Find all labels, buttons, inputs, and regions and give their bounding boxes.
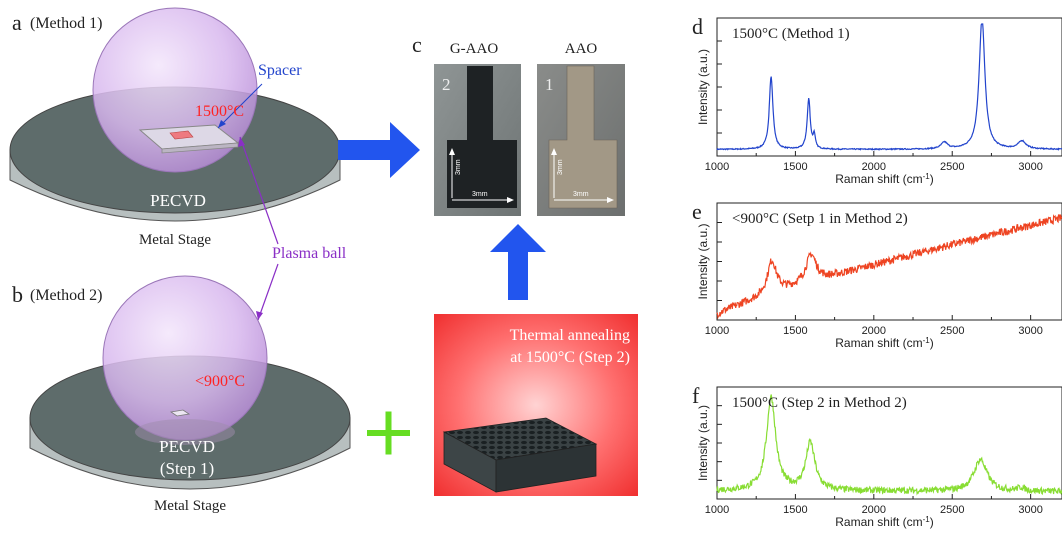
spacer-pointer-head [218,120,226,128]
x-tick-label: 3000 [1018,504,1042,516]
panel-a-method: (Method 1) [30,15,102,32]
series-line [716,394,1062,496]
gaao-label: G-AAO [450,41,498,57]
x-tick-label: 2000 [862,325,886,337]
gaao-photo: 2 3mm 3mm [434,64,521,216]
ball-contact-shadow [135,419,235,445]
panel-b: b (Method 2) <900°C PECVD (Step 1) Metal… [12,275,351,514]
plus-sign [367,411,410,455]
plasma-ball-b [102,275,268,441]
x-tick-label: 2500 [940,325,964,337]
plasma-annotation: Plasma ball [238,136,347,321]
x-tick-label: 1000 [705,161,729,173]
substrate-b [169,409,191,417]
y-axis-label: Intensity (a.u.) [696,405,710,481]
x-axis-label: Raman shift (cm-1) [835,172,933,187]
panel-b-letter: b [12,282,23,307]
x-tick-label: 1000 [705,504,729,516]
panel-b-method: (Method 2) [30,287,102,304]
chart-e: 1000 1500 2000 2500 3000 e <900°C (Setp 1 in M… [692,199,1062,350]
raman-charts: 1000 1500 2000 2500 3000 d 1500°C (Method 1) Ra… [692,14,1062,529]
gaao-dim-horizontal: 3mm [472,191,488,198]
aao-dim-horizontal: 3mm [573,191,589,198]
panel-a-temp: 1500°C [195,103,244,120]
x-tick-label: 1500 [783,325,807,337]
series-line [716,23,1062,151]
chart-title: 1500°C (Step 2 in Method 2) [732,395,907,411]
aao-block [442,417,598,493]
x-tick-label: 2500 [940,504,964,516]
aao-number: 1 [545,75,554,94]
series-line [716,214,1062,320]
aao-label: AAO [565,41,598,57]
anneal-text-line2: at 1500°C (Step 2) [510,349,630,366]
annealing-box: Thermal annealing at 1500°C (Step 2) [434,314,638,496]
gaao-dim-vertical: 3mm [455,159,462,175]
arrow-up [490,224,546,300]
aao-photo: 1 3mm 3mm [537,64,625,216]
anneal-text-line1: Thermal annealing [510,327,630,344]
plasma-pointer-b [257,263,279,321]
chart-letter: e [692,199,702,224]
panel-a-letter: a [12,10,22,35]
x-tick-label: 2000 [862,161,886,173]
x-axis-label: Raman shift (cm-1) [835,515,933,530]
x-tick-label: 1500 [783,161,807,173]
x-tick-label: 2500 [940,161,964,173]
x-tick-label: 2000 [862,504,886,516]
panel-a-stage-label: Metal Stage [139,232,211,248]
chart-f: 1000 1500 2000 2500 3000 f 1500°C (Step 2 in M… [692,383,1062,529]
y-axis-label: Intensity (a.u.) [696,223,710,299]
spacer-pointer [217,83,263,129]
spacer-label: Spacer [258,62,302,79]
panel-c-letter: c [412,32,422,57]
plasma-ball-label: Plasma ball [272,245,347,262]
aao-dim-vertical: 3mm [557,159,564,175]
plasma-pointer-a-head [238,137,245,147]
x-tick-label: 1000 [705,325,729,337]
spacer-plate [138,124,240,154]
x-tick-label: 3000 [1018,325,1042,337]
chart-letter: f [692,383,700,408]
chart-title: <900°C (Setp 1 in Method 2) [732,211,908,227]
x-tick-label: 3000 [1018,161,1042,173]
chart-d: 1000 1500 2000 2500 3000 d 1500°C (Method 1) Ra… [692,14,1062,186]
x-axis-label: Raman shift (cm-1) [835,336,933,351]
plasma-pointer-a [239,136,279,245]
arrow-right [338,122,420,178]
panel-b-temp: <900°C [195,373,245,390]
chart-letter: d [692,14,703,39]
chart-title: 1500°C (Method 1) [732,26,850,42]
panel-b-step: (Step 1) [160,459,214,478]
panel-a-pecvd: PECVD [150,191,206,210]
plasma-pointer-b-head [256,311,263,320]
gaao-number: 2 [442,75,451,94]
panel-b-pecvd: PECVD [159,437,215,456]
panel-a: a (Method 1) Spacer 1500°C PECVD Metal S… [9,7,341,248]
y-axis-label: Intensity (a.u.) [696,49,710,125]
panel-b-stage-label: Metal Stage [154,498,226,514]
x-tick-label: 1500 [783,504,807,516]
panel-c: c G-AAO AAO 2 3mm 3mm 1 3mm 3mm [412,32,638,496]
